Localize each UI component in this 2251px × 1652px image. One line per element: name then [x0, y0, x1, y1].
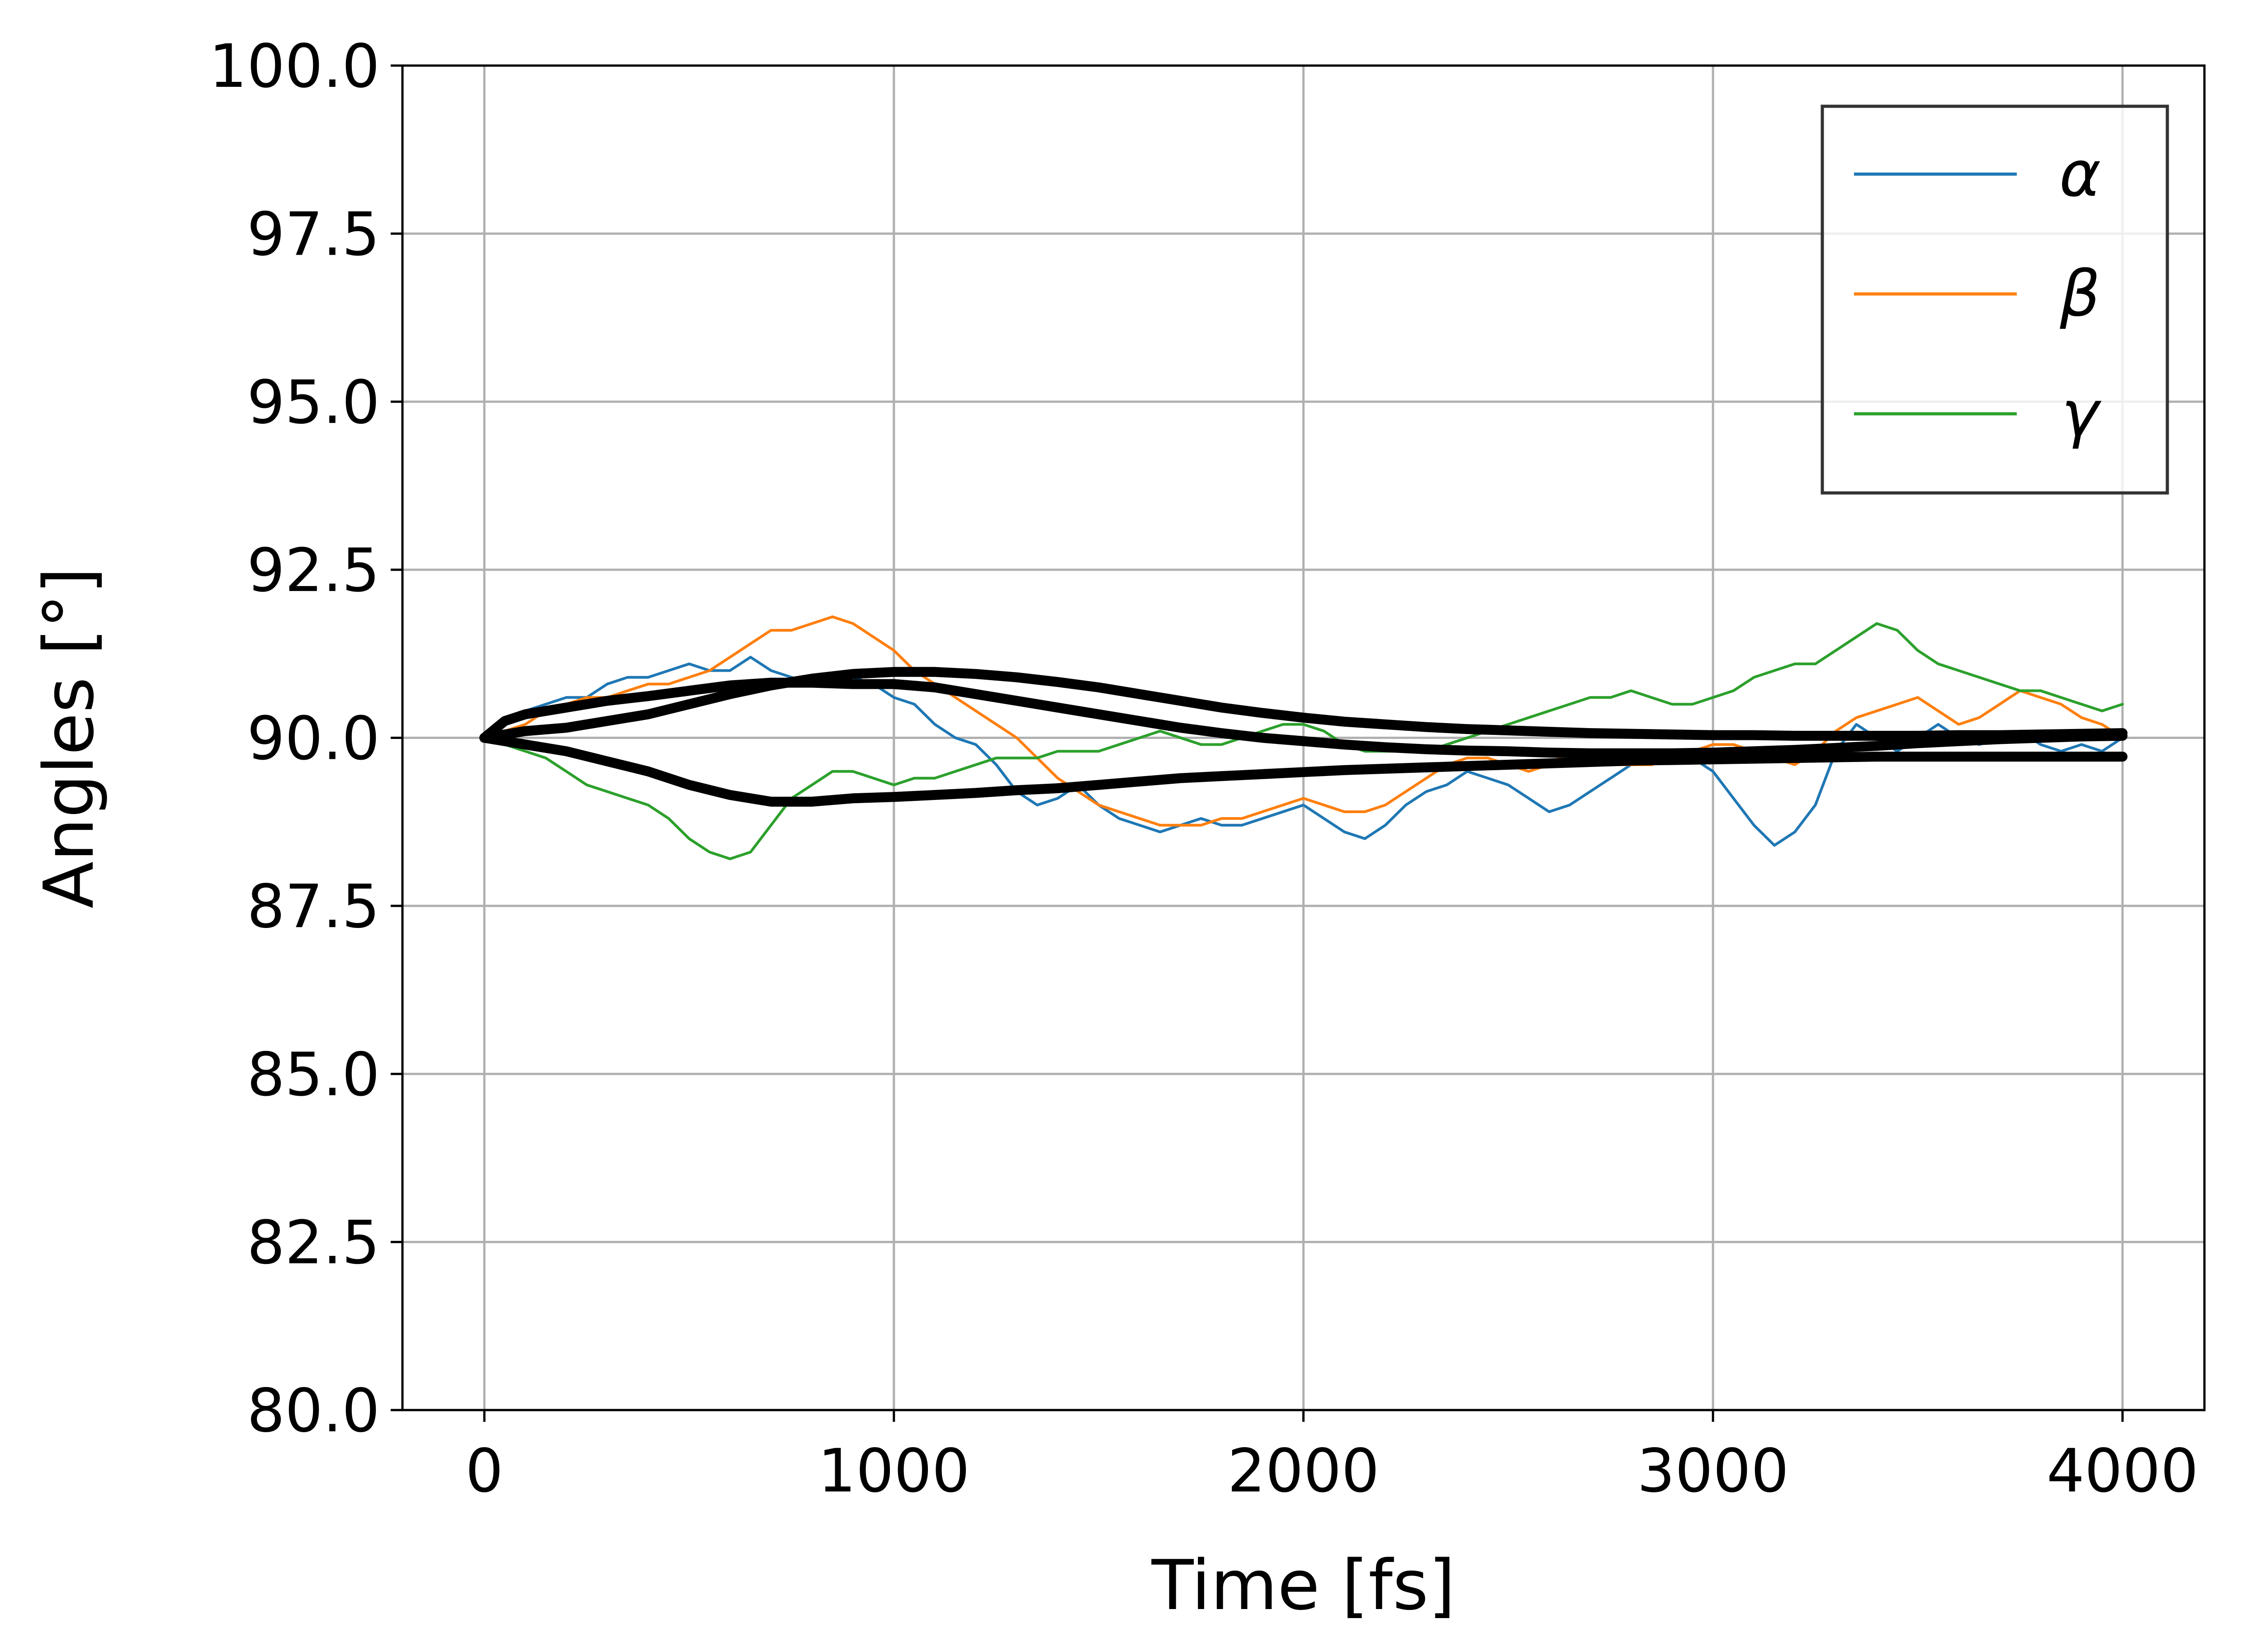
x-tick-label: 2000	[1228, 1436, 1380, 1506]
y-axis-label: Angles [°]	[29, 567, 109, 909]
legend-label-beta: β	[2059, 257, 2100, 331]
x-tick-label: 0	[465, 1436, 503, 1506]
y-tick-label: 80.0	[247, 1376, 380, 1446]
y-tick-label: 100.0	[209, 32, 380, 101]
legend-label-alpha: α	[2059, 137, 2101, 211]
x-axis: 0 1000 2000 3000 4000	[465, 1410, 2199, 1506]
y-tick-label: 92.5	[247, 536, 380, 606]
y-tick-label: 85.0	[247, 1040, 380, 1110]
series-layer	[479, 615, 2128, 861]
y-axis: 80.0 82.5 85.0 87.5 90.0 92.5 95.0 97.5 100.0	[209, 32, 402, 1446]
y-tick-label: 87.5	[247, 872, 380, 942]
x-tick-label: 1000	[818, 1436, 970, 1506]
series-line-5	[479, 733, 2128, 807]
y-tick-label: 82.5	[247, 1208, 380, 1278]
legend-box	[1821, 104, 2169, 495]
legend: αβγ	[1821, 104, 2169, 495]
series-line-1	[483, 615, 2124, 827]
series-line-4	[479, 667, 2128, 743]
legend-label-gamma: γ	[2062, 377, 2102, 451]
x-tick-label: 3000	[1637, 1436, 1789, 1506]
x-axis-label: Time [fs]	[1151, 1545, 1456, 1625]
x-tick-label: 4000	[2047, 1436, 2199, 1506]
y-tick-label: 97.5	[247, 200, 380, 270]
y-tick-label: 90.0	[247, 704, 380, 774]
series-line-2	[483, 622, 2124, 861]
y-tick-label: 95.0	[247, 368, 380, 437]
series-line-3	[479, 677, 2128, 758]
